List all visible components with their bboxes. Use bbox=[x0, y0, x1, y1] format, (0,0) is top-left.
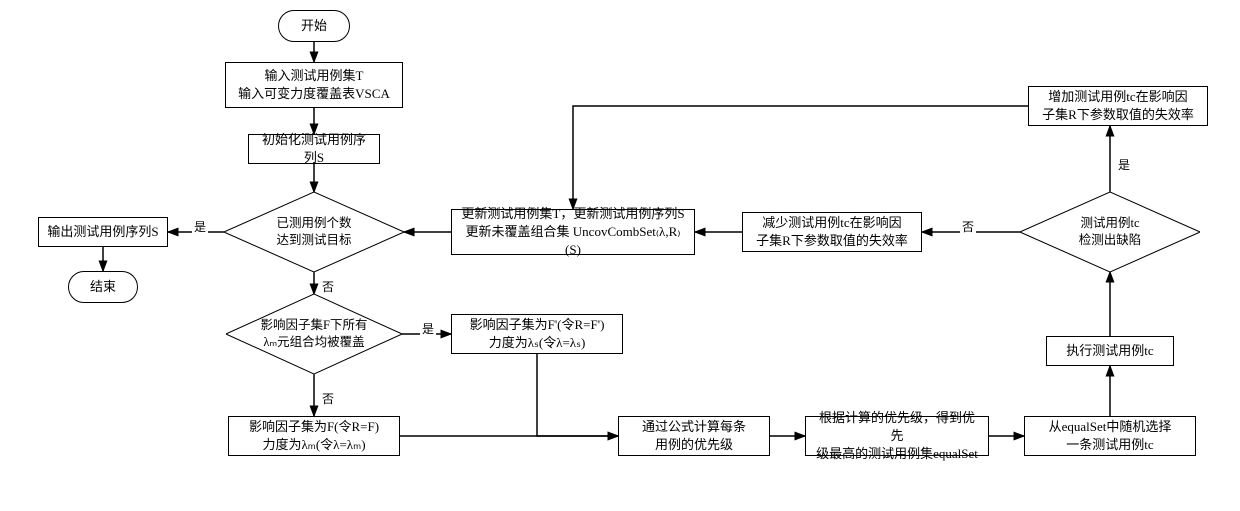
input-line1: 输入测试用例集T bbox=[238, 67, 390, 85]
reduce-line1: 减少测试用例tc在影响因 bbox=[756, 214, 908, 232]
init-node: 初始化测试用例序列S bbox=[248, 134, 380, 164]
exec-node: 执行测试用例tc bbox=[1046, 336, 1174, 366]
input-line2: 输入可变力度覆盖表VSCA bbox=[238, 85, 390, 103]
output-label: 输出测试用例序列S bbox=[47, 223, 158, 241]
pick-line2: 一条测试用例tc bbox=[1049, 436, 1172, 454]
rfp-line1: 影响因子集为F'(令R=F') bbox=[470, 316, 605, 334]
exec-label: 执行测试用例tc bbox=[1066, 342, 1153, 360]
decision-target-reached: 已测用例个数 达到测试目标 bbox=[224, 192, 404, 272]
d3-line1: 测试用例tc bbox=[1079, 215, 1142, 232]
pick-line1: 从equalSet中随机选择 bbox=[1049, 418, 1172, 436]
d1-line1: 已测用例个数 bbox=[276, 215, 351, 232]
equalset-line1: 根据计算的优先级，得到优先 bbox=[814, 409, 980, 445]
d2-line2: λₘ元组合均被覆盖 bbox=[261, 334, 368, 351]
update-node: 更新测试用例集T，更新测试用例序列S 更新未覆盖组合集 UncovCombSet… bbox=[451, 209, 695, 255]
increase-node: 增加测试用例tc在影响因 子集R下参数取值的失效率 bbox=[1028, 86, 1208, 126]
rf-line2: 力度为λₘ(令λ=λₘ) bbox=[249, 436, 379, 454]
output-node: 输出测试用例序列S bbox=[38, 217, 168, 247]
update-line2: 更新未覆盖组合集 UncovCombSet₍λ,R₎(S) bbox=[460, 223, 686, 259]
priority-node: 通过公式计算每条 用例的优先级 bbox=[618, 416, 770, 456]
edge-label: 是 bbox=[192, 218, 208, 235]
init-label: 初始化测试用例序列S bbox=[257, 131, 371, 167]
decision-defect-found: 测试用例tc 检测出缺陷 bbox=[1020, 192, 1200, 272]
edge-label: 否 bbox=[320, 278, 336, 295]
update-line1: 更新测试用例集T，更新测试用例序列S bbox=[460, 205, 686, 223]
rf-line1: 影响因子集为F(令R=F) bbox=[249, 418, 379, 436]
rfp-node: 影响因子集为F'(令R=F') 力度为λₛ(令λ=λₛ) bbox=[451, 314, 623, 354]
equalset-node: 根据计算的优先级，得到优先 级最高的测试用例集equalSet bbox=[805, 416, 989, 456]
start-label: 开始 bbox=[301, 17, 327, 35]
input-node: 输入测试用例集T 输入可变力度覆盖表VSCA bbox=[225, 62, 403, 108]
increase-line1: 增加测试用例tc在影响因 bbox=[1042, 88, 1194, 106]
start-node: 开始 bbox=[278, 10, 350, 42]
end-node: 结束 bbox=[68, 271, 138, 303]
edge-label: 是 bbox=[1116, 156, 1132, 173]
increase-line2: 子集R下参数取值的失效率 bbox=[1042, 106, 1194, 124]
pick-node: 从equalSet中随机选择 一条测试用例tc bbox=[1024, 416, 1196, 456]
equalset-line2: 级最高的测试用例集equalSet bbox=[814, 445, 980, 463]
d3-line2: 检测出缺陷 bbox=[1079, 232, 1142, 249]
end-label: 结束 bbox=[90, 278, 116, 296]
edge-label: 是 bbox=[420, 320, 436, 337]
reduce-line2: 子集R下参数取值的失效率 bbox=[756, 232, 908, 250]
d2-line1: 影响因子集F下所有 bbox=[261, 317, 368, 334]
priority-line1: 通过公式计算每条 bbox=[642, 418, 746, 436]
edge-label: 否 bbox=[960, 218, 976, 235]
decision-all-covered: 影响因子集F下所有 λₘ元组合均被覆盖 bbox=[226, 294, 402, 374]
edge-label: 否 bbox=[320, 390, 336, 407]
rf-node: 影响因子集为F(令R=F) 力度为λₘ(令λ=λₘ) bbox=[228, 416, 400, 456]
rfp-line2: 力度为λₛ(令λ=λₛ) bbox=[470, 334, 605, 352]
priority-line2: 用例的优先级 bbox=[642, 436, 746, 454]
reduce-node: 减少测试用例tc在影响因 子集R下参数取值的失效率 bbox=[742, 212, 922, 252]
d1-line2: 达到测试目标 bbox=[276, 232, 351, 249]
